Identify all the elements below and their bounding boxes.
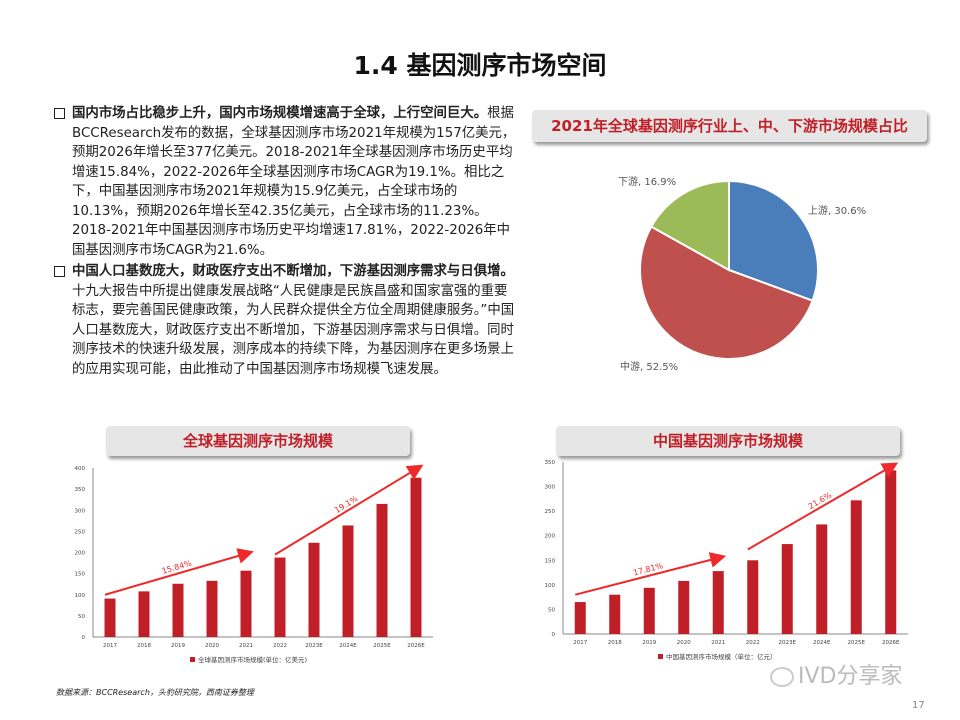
bar	[274, 557, 286, 637]
bar	[172, 583, 184, 637]
bar	[308, 542, 320, 637]
x-tick-label: 2021	[239, 643, 253, 649]
y-tick-label: 0	[82, 635, 86, 641]
bar	[712, 571, 724, 634]
page-number: 17	[912, 700, 925, 711]
y-tick-label: 200	[545, 534, 556, 540]
x-tick-label: 2025E	[848, 640, 866, 646]
watermark: IVD分享家	[770, 664, 902, 690]
pie-slice	[639, 225, 814, 361]
x-tick-label: 2018	[608, 640, 622, 646]
x-tick-label: 2018	[137, 643, 151, 649]
y-tick-label: 50	[78, 614, 85, 620]
checkbox-bullet-icon	[54, 108, 65, 119]
wechat-icon	[770, 667, 794, 687]
paragraph-lead: 国内市场占比稳步上升，国内市场规模增速高于全球，上行空间巨大。	[72, 106, 488, 121]
x-tick-label: 2017	[573, 640, 587, 646]
x-tick-label: 2025E	[373, 643, 391, 649]
paragraph-body: 根据BCCResearch发布的数据，全球基因测序市场2021年规模为157亿美…	[72, 106, 516, 258]
bar	[678, 580, 690, 634]
y-tick-label: 0	[552, 632, 556, 638]
bar	[609, 594, 621, 634]
y-tick-label: 100	[75, 593, 86, 599]
legend-label: 中国基因测序市场规模（单位：亿元）	[666, 652, 777, 661]
x-tick-label: 2020	[205, 643, 219, 649]
pie-label: 上游, 30.6%	[808, 204, 866, 217]
bar	[104, 598, 116, 637]
pie-slice	[728, 179, 819, 302]
bar	[138, 591, 150, 637]
paragraph-lead: 中国人口基数庞大，财政医疗支出不断增加，下游基因测序需求与日俱增。	[72, 264, 514, 279]
pie-label: 中游, 52.5%	[620, 360, 678, 373]
bullet-paragraph-2: 中国人口基数庞大，财政医疗支出不断增加，下游基因测序需求与日俱增。十九大报告中所…	[54, 262, 520, 379]
y-tick-label: 150	[75, 572, 86, 578]
x-tick-label: 2024E	[339, 643, 357, 649]
y-tick-label: 100	[545, 583, 556, 589]
y-tick-label: 250	[545, 509, 556, 515]
y-tick-label: 250	[75, 529, 86, 535]
bullet-paragraph-1: 国内市场占比稳步上升，国内市场规模增速高于全球，上行空间巨大。根据BCCRese…	[54, 104, 520, 260]
x-tick-label: 2026E	[882, 640, 900, 646]
pie-slice	[649, 179, 730, 272]
pie-chart-title: 2021年全球基因测序行业上、中、下游市场规模占比	[532, 110, 927, 142]
y-tick-label: 400	[75, 466, 86, 472]
data-source: 数据来源：BCCResearch，头豹研究院，西南证券整理	[56, 688, 254, 697]
trend-arrow	[274, 464, 424, 556]
y-tick-label: 300	[75, 508, 86, 514]
x-tick-label: 2021	[711, 640, 725, 646]
y-tick-label: 350	[545, 460, 556, 466]
bar	[816, 524, 828, 634]
global-chart-title: 全球基因测序市场规模	[106, 426, 410, 456]
china-chart-title: 中国基因测序市场规模	[556, 426, 900, 456]
watermark-text: IVD分享家	[798, 664, 903, 689]
y-tick-label: 300	[545, 485, 556, 491]
pie-label: 下游, 16.9%	[618, 175, 676, 188]
bar	[574, 602, 586, 634]
legend-swatch	[190, 657, 195, 662]
trend-arrow	[747, 462, 899, 551]
y-tick-label: 50	[548, 607, 555, 613]
bar	[240, 570, 252, 637]
x-tick-label: 2020	[677, 640, 691, 646]
x-tick-label: 2023E	[779, 640, 797, 646]
bar	[643, 587, 655, 634]
x-tick-label: 2022	[273, 643, 287, 649]
x-tick-label: 2022	[746, 640, 760, 646]
page-title: 1.4 基因测序市场空间	[353, 51, 607, 80]
bar	[747, 560, 759, 634]
bar	[885, 470, 897, 634]
x-tick-label: 2026E	[407, 643, 425, 649]
x-tick-label: 2023E	[305, 643, 323, 649]
x-tick-label: 2017	[103, 643, 117, 649]
bar	[850, 500, 862, 634]
y-tick-label: 200	[75, 551, 86, 557]
bar	[376, 503, 388, 637]
y-tick-label: 350	[75, 487, 86, 493]
x-tick-label: 2019	[171, 643, 185, 649]
body-text: 国内市场占比稳步上升，国内市场规模增速高于全球，上行空间巨大。根据BCCRese…	[54, 104, 520, 381]
bar	[410, 477, 422, 637]
x-tick-label: 2019	[642, 640, 656, 646]
legend-swatch	[658, 654, 663, 659]
trend-arrow	[104, 548, 254, 596]
checkbox-bullet-icon	[54, 266, 65, 277]
paragraph-body: 十九大报告中所提出健康发展战略“人民健康是民族昌盛和国家富强的重要标志，要完善国…	[72, 283, 515, 377]
x-tick-label: 2024E	[813, 640, 831, 646]
bar	[342, 525, 354, 637]
bar	[206, 580, 218, 637]
trend-arrow	[575, 552, 727, 596]
y-tick-label: 150	[545, 558, 556, 564]
bar	[781, 544, 793, 634]
legend-label: 全球基因测序市场规模(单位：亿美元)	[198, 655, 307, 664]
